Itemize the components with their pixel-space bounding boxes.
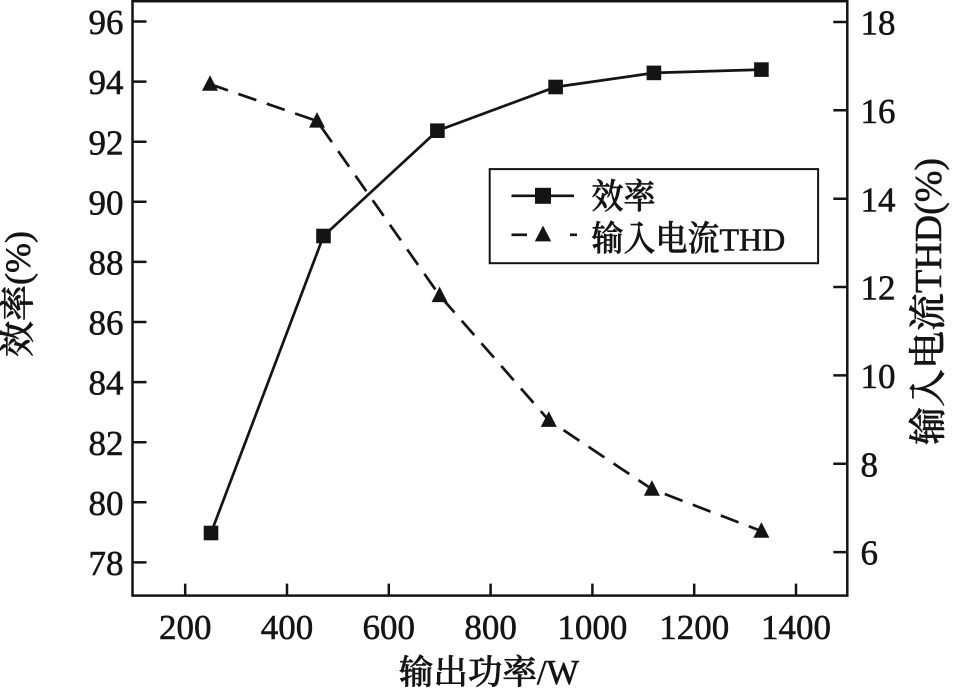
svg-text:14: 14 bbox=[861, 180, 896, 219]
svg-text:80: 80 bbox=[89, 484, 124, 523]
svg-text:94: 94 bbox=[89, 63, 124, 102]
svg-text:88: 88 bbox=[89, 244, 124, 283]
svg-text:/W: /W bbox=[537, 654, 580, 690]
svg-text:90: 90 bbox=[89, 183, 124, 222]
svg-text:200: 200 bbox=[159, 608, 212, 647]
svg-text:18: 18 bbox=[861, 4, 896, 43]
svg-text:THD: THD bbox=[720, 222, 786, 258]
svg-text:86: 86 bbox=[89, 304, 124, 343]
svg-text:16: 16 bbox=[861, 92, 896, 131]
svg-text:84: 84 bbox=[89, 364, 124, 403]
svg-text:1400: 1400 bbox=[761, 608, 831, 647]
svg-text:400: 400 bbox=[261, 608, 314, 647]
svg-text:10: 10 bbox=[861, 357, 896, 396]
svg-text:(%): (%) bbox=[0, 231, 38, 285]
svg-text:78: 78 bbox=[89, 544, 124, 583]
svg-text:92: 92 bbox=[89, 123, 124, 162]
svg-text:800: 800 bbox=[464, 608, 517, 647]
svg-text:12: 12 bbox=[861, 269, 896, 308]
svg-text:1200: 1200 bbox=[659, 608, 729, 647]
svg-text:6: 6 bbox=[861, 534, 879, 573]
svg-text:1000: 1000 bbox=[557, 608, 627, 647]
svg-text:82: 82 bbox=[89, 424, 124, 463]
svg-text:8: 8 bbox=[861, 445, 879, 484]
svg-text:600: 600 bbox=[363, 608, 416, 647]
svg-text:THD(%): THD(%) bbox=[908, 158, 950, 293]
svg-text:96: 96 bbox=[89, 3, 124, 42]
